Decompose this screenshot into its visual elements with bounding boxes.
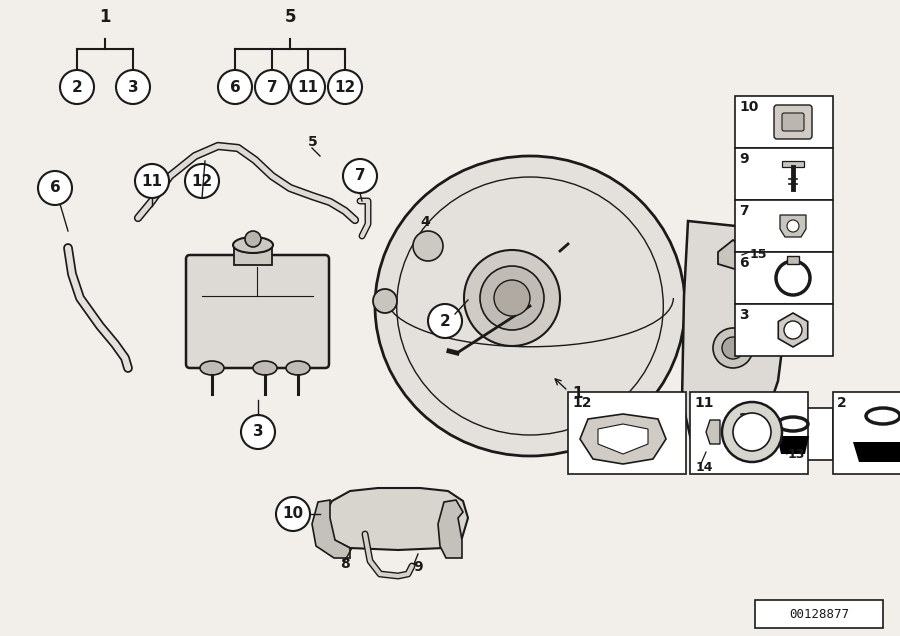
FancyBboxPatch shape [774, 105, 812, 139]
Circle shape [428, 304, 462, 338]
Polygon shape [700, 436, 748, 470]
Polygon shape [782, 161, 804, 167]
Ellipse shape [286, 361, 310, 375]
Bar [568, 392, 686, 474]
Circle shape [116, 70, 150, 104]
Text: 13: 13 [788, 448, 806, 461]
Circle shape [722, 402, 782, 462]
Polygon shape [580, 414, 666, 464]
Polygon shape [777, 436, 809, 454]
Polygon shape [312, 500, 350, 558]
Text: 6: 6 [739, 256, 749, 270]
Circle shape [60, 70, 94, 104]
Polygon shape [322, 488, 468, 550]
Text: 12: 12 [335, 80, 356, 95]
FancyBboxPatch shape [186, 255, 329, 368]
Circle shape [291, 70, 325, 104]
Circle shape [423, 241, 433, 251]
Polygon shape [780, 215, 806, 237]
Circle shape [480, 266, 544, 330]
Text: 3: 3 [128, 80, 139, 95]
Bar [735, 304, 833, 356]
Text: 12: 12 [192, 174, 212, 188]
Circle shape [185, 164, 219, 198]
Circle shape [218, 70, 252, 104]
Text: 8: 8 [340, 557, 350, 571]
Text: 00128877: 00128877 [789, 607, 849, 621]
Circle shape [722, 337, 744, 359]
Circle shape [276, 497, 310, 531]
Text: 3: 3 [739, 308, 749, 322]
Polygon shape [598, 424, 648, 454]
Circle shape [255, 70, 289, 104]
Circle shape [373, 289, 397, 313]
Circle shape [713, 328, 753, 368]
Bar [735, 252, 833, 304]
Ellipse shape [375, 156, 685, 456]
Circle shape [787, 220, 799, 232]
Text: 6: 6 [230, 80, 240, 95]
Text: 7: 7 [355, 169, 365, 184]
Bar [735, 148, 833, 200]
Polygon shape [682, 221, 785, 451]
Polygon shape [718, 240, 748, 270]
Text: 14: 14 [696, 461, 714, 474]
Circle shape [413, 231, 443, 261]
Polygon shape [706, 420, 720, 444]
Text: 5: 5 [308, 135, 318, 149]
Text: 2: 2 [439, 314, 450, 329]
Bar [755, 600, 883, 628]
Circle shape [343, 159, 377, 193]
Bar [234, 245, 272, 265]
Circle shape [38, 171, 72, 205]
Text: 11: 11 [298, 80, 319, 95]
Ellipse shape [253, 361, 277, 375]
Text: 2: 2 [72, 80, 83, 95]
Text: 2: 2 [837, 396, 847, 410]
Text: 9: 9 [739, 152, 749, 166]
Text: 6: 6 [50, 181, 60, 195]
Text: 7: 7 [266, 80, 277, 95]
Bar [735, 96, 833, 148]
Polygon shape [778, 313, 807, 347]
Text: 7: 7 [739, 204, 749, 218]
Circle shape [328, 70, 362, 104]
Polygon shape [438, 500, 463, 558]
Circle shape [241, 415, 275, 449]
Circle shape [784, 321, 802, 339]
Text: 2: 2 [739, 412, 749, 426]
Circle shape [733, 413, 771, 451]
Circle shape [494, 280, 530, 316]
Circle shape [245, 231, 261, 247]
Text: 1: 1 [99, 8, 111, 26]
Text: 11: 11 [694, 396, 714, 410]
Text: 15: 15 [750, 248, 768, 261]
FancyBboxPatch shape [782, 113, 804, 131]
Bar [735, 408, 833, 460]
Polygon shape [853, 442, 900, 462]
Text: 4: 4 [420, 215, 430, 229]
Bar [690, 392, 808, 474]
Bar [787, 256, 799, 264]
Ellipse shape [233, 237, 273, 253]
Text: 10: 10 [739, 100, 759, 114]
Ellipse shape [200, 361, 224, 375]
Text: 12: 12 [572, 396, 591, 410]
Circle shape [464, 250, 560, 346]
Text: 3: 3 [253, 424, 264, 439]
Bar [735, 200, 833, 252]
Text: 11: 11 [141, 174, 163, 188]
Circle shape [135, 164, 169, 198]
Bar [833, 392, 900, 474]
Text: 5: 5 [284, 8, 296, 26]
Circle shape [418, 236, 438, 256]
Text: 1: 1 [572, 386, 582, 401]
Text: 10: 10 [283, 506, 303, 522]
Text: 9: 9 [413, 560, 423, 574]
